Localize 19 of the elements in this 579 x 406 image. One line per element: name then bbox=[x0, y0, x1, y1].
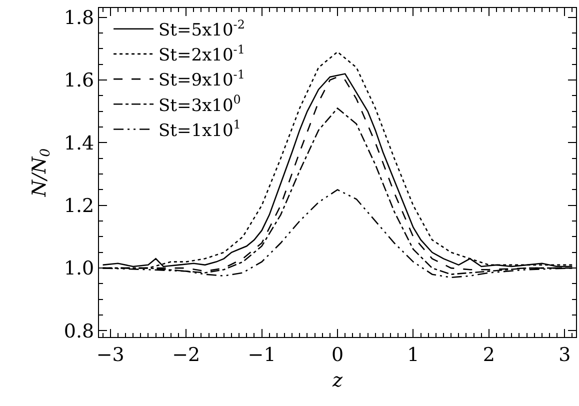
x-tick-label: −2 bbox=[172, 344, 200, 366]
legend-label: St=5x10$^{-2}$ bbox=[158, 17, 245, 40]
y-tick-label: 1.4 bbox=[64, 132, 94, 154]
x-tick-label: 1 bbox=[407, 344, 420, 366]
x-axis-title: z bbox=[331, 370, 344, 392]
y-tick-label: 0.8 bbox=[64, 320, 94, 342]
legend-label: St=9x10$^{-1}$ bbox=[158, 68, 245, 91]
x-tick-label: −1 bbox=[248, 344, 276, 366]
y-tick-label: 1.8 bbox=[64, 7, 94, 30]
x-tick-label: 0 bbox=[331, 344, 344, 366]
legend-label: St=3x10$^{0}$ bbox=[158, 92, 241, 116]
legend-label: St=1x10$^{1}$ bbox=[158, 118, 241, 141]
y-tick-label: 1.0 bbox=[64, 258, 94, 280]
legend-label: St=2x10$^{-1}$ bbox=[158, 42, 245, 66]
x-tick-label: −3 bbox=[96, 344, 124, 366]
x-tick-label: 3 bbox=[558, 344, 571, 366]
y-tick-label: 1.2 bbox=[64, 195, 94, 218]
y-tick-label: 1.6 bbox=[64, 70, 94, 92]
x-tick-label: 2 bbox=[482, 344, 495, 366]
